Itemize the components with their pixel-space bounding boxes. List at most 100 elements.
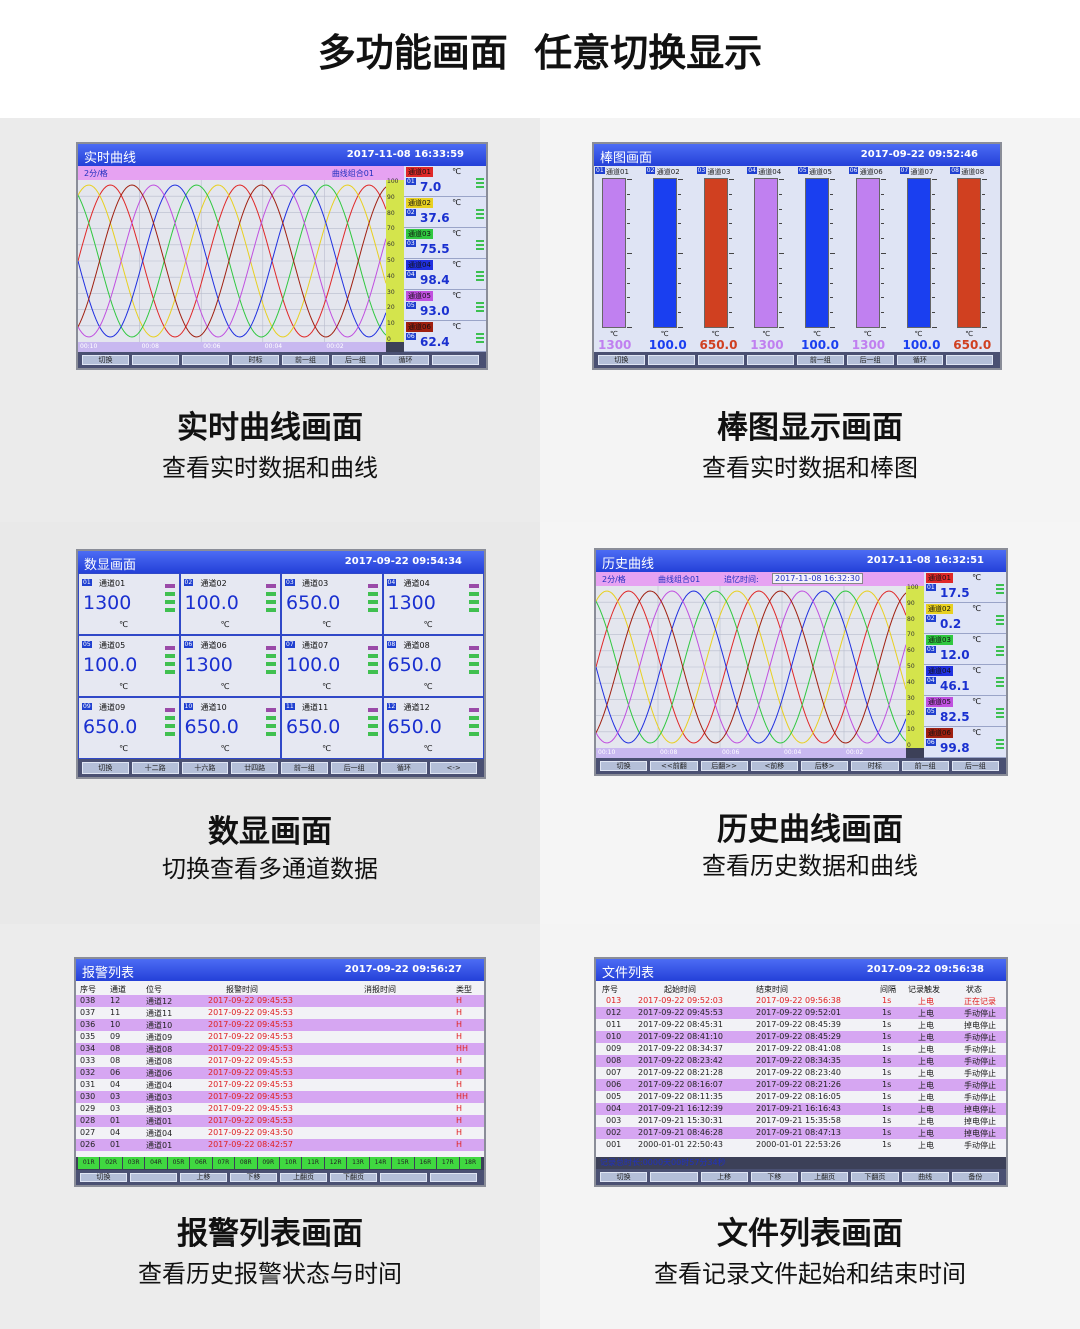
table-cell: 上电 bbox=[918, 1129, 934, 1138]
button[interactable]: 下移 bbox=[767, 1173, 782, 1181]
button[interactable]: 循环 bbox=[912, 356, 927, 364]
channel-number: 07 bbox=[285, 641, 295, 648]
button-slot bbox=[330, 762, 378, 774]
button[interactable]: 后移> bbox=[814, 762, 835, 770]
table-row bbox=[596, 1007, 1006, 1019]
channel-name: 通道09 bbox=[99, 703, 126, 712]
bar-tick bbox=[830, 297, 833, 299]
bar-tick bbox=[931, 193, 935, 195]
button[interactable]: 备份 bbox=[968, 1173, 983, 1181]
button[interactable]: 后一组 bbox=[345, 356, 366, 364]
button[interactable]: 上移 bbox=[196, 1173, 211, 1181]
bar bbox=[653, 179, 676, 327]
button[interactable]: <前移 bbox=[764, 762, 785, 770]
button[interactable]: 切换 bbox=[96, 1173, 111, 1181]
channel-unit: ℃ bbox=[322, 744, 331, 753]
button[interactable]: 十二路 bbox=[144, 764, 166, 772]
table-cell: 2017-09-22 08:21:28 bbox=[638, 1068, 723, 1077]
curve bbox=[596, 590, 906, 744]
column-header: 报警时间 bbox=[226, 985, 258, 994]
channel-number: 08 bbox=[950, 167, 960, 174]
level-indicator bbox=[266, 716, 276, 720]
status-cell: 01R bbox=[78, 1157, 100, 1169]
level-indicator bbox=[164, 708, 175, 712]
button[interactable]: 下移 bbox=[246, 1173, 261, 1181]
button[interactable]: 循环 bbox=[398, 356, 413, 364]
button[interactable]: 切换 bbox=[98, 764, 113, 772]
button[interactable]: 切换 bbox=[616, 762, 631, 770]
table-cell: 2017-09-22 08:34:37 bbox=[638, 1044, 723, 1053]
button[interactable]: 切换 bbox=[98, 356, 113, 364]
level-indicator bbox=[996, 615, 1004, 617]
status-cell: 09R bbox=[257, 1157, 279, 1169]
bar-tick bbox=[931, 238, 935, 240]
table-cell: 通道09 bbox=[146, 1033, 173, 1042]
button[interactable]: 廿四路 bbox=[244, 764, 266, 772]
bar-tick bbox=[830, 282, 833, 284]
button[interactable]: 曲线 bbox=[918, 1173, 933, 1181]
channel-cell: 04 通道04 1300 ℃ bbox=[382, 573, 484, 635]
button[interactable]: 十六路 bbox=[194, 764, 216, 772]
button[interactable]: 切换 bbox=[616, 1173, 631, 1181]
bar-tick bbox=[677, 253, 683, 254]
column-header: 序号 bbox=[602, 985, 618, 994]
curve bbox=[78, 184, 386, 338]
table-cell: 2017-09-22 09:45:53 bbox=[208, 1032, 293, 1041]
button[interactable]: 时标 bbox=[248, 356, 263, 364]
button-slot bbox=[181, 762, 229, 774]
screen: 文件列表 2017-09-22 09:56:38 序号 起始时间 结束时间 间隔 记录触发 状… bbox=[594, 957, 1008, 1187]
bar-tick bbox=[880, 253, 886, 254]
button[interactable]: 前一组 bbox=[293, 764, 315, 772]
bar-tick bbox=[627, 297, 630, 299]
bar-tick bbox=[830, 238, 833, 240]
button[interactable]: 切换 bbox=[614, 356, 629, 364]
button-slot bbox=[598, 355, 645, 365]
button[interactable]: 时标 bbox=[867, 762, 882, 770]
button[interactable]: 后一组 bbox=[343, 764, 365, 772]
table-cell: 2017-09-21 08:46:28 bbox=[638, 1128, 723, 1137]
grid-label: 2分/格 bbox=[84, 169, 108, 178]
level-indicator bbox=[164, 670, 175, 674]
channel-value: 650.0 bbox=[184, 716, 239, 738]
button[interactable]: 上翻页 bbox=[293, 1173, 314, 1181]
button[interactable]: 前一组 bbox=[295, 356, 316, 364]
time-label: 00:06 bbox=[722, 749, 740, 756]
bar-tick bbox=[677, 208, 681, 210]
curve bbox=[596, 590, 906, 744]
button[interactable]: 循环 bbox=[396, 764, 411, 772]
table-cell: 036 bbox=[80, 1020, 96, 1029]
button[interactable]: 前一组 bbox=[914, 762, 936, 770]
time-strip: 00:10 00:08 00:06 00:04 00:02 bbox=[78, 342, 386, 352]
table-cell: 007 bbox=[606, 1068, 622, 1077]
bar-tick bbox=[931, 297, 935, 299]
button[interactable]: <-> bbox=[446, 764, 461, 772]
channel-name: 通道04 bbox=[406, 260, 433, 270]
bar bbox=[603, 179, 625, 327]
table-cell: 029 bbox=[80, 1104, 96, 1113]
button[interactable]: 下翻页 bbox=[343, 1173, 364, 1181]
button[interactable]: 上翻页 bbox=[814, 1173, 836, 1181]
button[interactable]: <<前翻 bbox=[661, 762, 687, 770]
scale-label: 40 bbox=[387, 272, 395, 280]
table-cell: 2017-09-22 09:43:50 bbox=[208, 1128, 293, 1137]
channel-cell: 08 通道08 650.0 ℃ bbox=[382, 635, 484, 697]
bar bbox=[856, 179, 879, 327]
channel-value: 17.5 bbox=[940, 586, 970, 600]
button[interactable]: 后翻>> bbox=[711, 762, 737, 770]
button[interactable]: 后一组 bbox=[964, 762, 986, 770]
button[interactable]: 前一组 bbox=[809, 356, 831, 364]
table-row bbox=[596, 1031, 1006, 1043]
channel-number: 04 bbox=[406, 271, 416, 278]
bar-tick bbox=[982, 223, 986, 225]
button[interactable]: 下翻页 bbox=[864, 1173, 886, 1181]
button-bar: 切换 上移 下移 上翻页 下翻页 bbox=[76, 1170, 484, 1185]
title-bar: 报警列表 2017-09-22 09:56:27 bbox=[76, 959, 484, 981]
table-cell: 2017-09-22 09:45:53 bbox=[208, 1056, 293, 1065]
button-slot bbox=[282, 355, 329, 365]
button[interactable]: 后一组 bbox=[859, 356, 881, 364]
scale-label: 100 bbox=[387, 178, 399, 185]
bar bbox=[806, 179, 828, 327]
button[interactable]: 上移 bbox=[717, 1173, 732, 1181]
time-label: 00:08 bbox=[141, 343, 159, 350]
screen-title: 棒图画面 bbox=[600, 151, 653, 166]
